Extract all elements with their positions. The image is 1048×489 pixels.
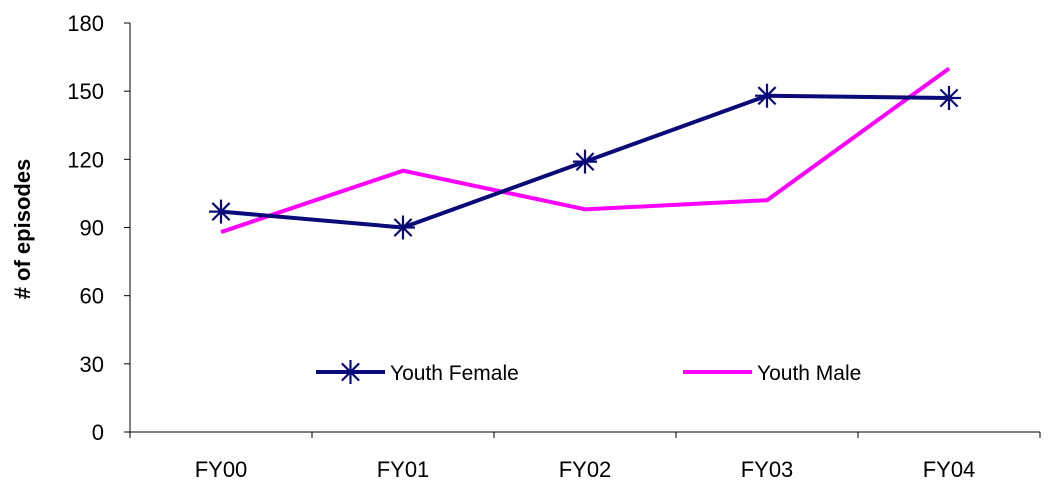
youth-female-point bbox=[755, 84, 779, 108]
legend-item-youth-male: Youth Male bbox=[683, 362, 861, 385]
y-tick-label: 150 bbox=[67, 79, 104, 104]
legend-marker bbox=[339, 360, 363, 384]
youth-female-point bbox=[391, 216, 415, 240]
legend-label: Youth Male bbox=[757, 362, 861, 385]
chart-axes bbox=[130, 23, 1040, 432]
legend-item-youth-female: Youth Female bbox=[316, 360, 519, 385]
youth-female-point bbox=[209, 200, 233, 224]
y-tick-label: 0 bbox=[92, 420, 104, 445]
youth-female-point bbox=[573, 150, 597, 174]
x-tick-label: FY02 bbox=[559, 457, 612, 482]
x-axis-ticks: FY00 FY01 FY02 FY03 FY04 bbox=[130, 432, 1040, 482]
x-tick-label: FY03 bbox=[741, 457, 794, 482]
y-tick-label: 180 bbox=[67, 11, 104, 36]
legend-label: Youth Female bbox=[390, 362, 519, 385]
y-tick-label: 120 bbox=[67, 147, 104, 172]
x-tick-label: FY00 bbox=[195, 457, 248, 482]
y-tick-label: 30 bbox=[80, 352, 104, 377]
series-group bbox=[209, 68, 961, 239]
legend: Youth Female Youth Male bbox=[316, 360, 861, 385]
youth-female-point bbox=[937, 86, 961, 110]
x-tick-label: FY01 bbox=[377, 457, 430, 482]
y-axis-title: # of episodes bbox=[10, 159, 35, 300]
y-tick-label: 90 bbox=[80, 216, 104, 241]
y-axis-ticks: 0 30 60 90 120 150 180 bbox=[67, 11, 130, 445]
x-tick-label: FY04 bbox=[923, 457, 976, 482]
y-tick-label: 60 bbox=[80, 284, 104, 309]
